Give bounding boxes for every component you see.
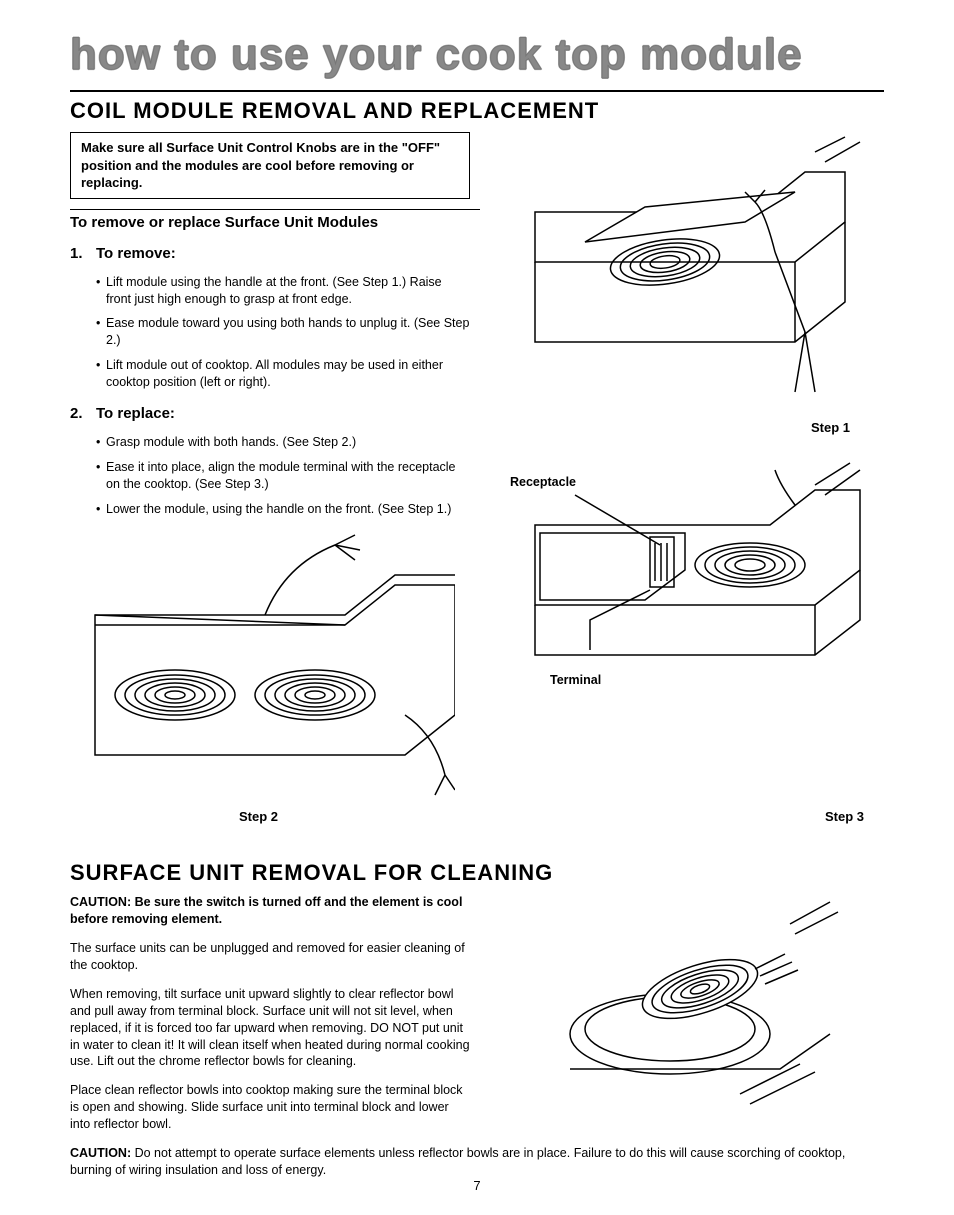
item1-head: To remove: bbox=[96, 245, 176, 262]
section1-heading: COIL MODULE REMOVAL AND REPLACEMENT bbox=[70, 90, 884, 124]
item1-b1: Lift module using the handle at the fron… bbox=[96, 274, 470, 308]
step-labels-row: Step 2 Step 3 bbox=[70, 809, 884, 824]
section2-left: CAUTION: Be sure the switch is turned of… bbox=[70, 894, 470, 1145]
item2: 2. To replace: bbox=[70, 405, 470, 428]
caution2: CAUTION: Do not attempt to operate surfa… bbox=[70, 1145, 884, 1179]
callout-terminal: Terminal bbox=[550, 673, 601, 687]
warning-box: Make sure all Surface Unit Control Knobs… bbox=[70, 132, 470, 199]
item1-bullets: Lift module using the handle at the fron… bbox=[96, 274, 470, 391]
step2-illustration bbox=[85, 525, 455, 805]
page-number: 7 bbox=[0, 1178, 954, 1193]
item2-bullets: Grasp module with both hands. (See Step … bbox=[96, 434, 470, 518]
sec2-para3: Place clean reflector bowls into cooktop… bbox=[70, 1082, 470, 1133]
item2-head: To replace: bbox=[96, 405, 175, 422]
item1-b2: Ease module toward you using both hands … bbox=[96, 315, 470, 349]
item1-num: 1. bbox=[70, 245, 96, 268]
item2-b1: Grasp module with both hands. (See Step … bbox=[96, 434, 470, 451]
section2-columns: CAUTION: Be sure the switch is turned of… bbox=[70, 894, 884, 1145]
item1: 1. To remove: bbox=[70, 245, 470, 268]
section2-right bbox=[510, 894, 870, 1145]
sec2-para2: When removing, tilt surface unit upward … bbox=[70, 986, 470, 1070]
section2-heading: SURFACE UNIT REMOVAL FOR CLEANING bbox=[70, 854, 884, 886]
caution2-text: Do not attempt to operate surface elemen… bbox=[70, 1146, 845, 1177]
section2: SURFACE UNIT REMOVAL FOR CLEANING CAUTIO… bbox=[70, 854, 884, 1178]
page-title: how to use your cook top module bbox=[70, 30, 884, 80]
item2-b2: Ease it into place, align the module ter… bbox=[96, 459, 470, 493]
page-container: how to use your cook top module COIL MOD… bbox=[0, 0, 954, 1211]
item1-b3: Lift module out of cooktop. All modules … bbox=[96, 357, 470, 391]
step3-wrap: Receptacle Terminal bbox=[510, 455, 870, 715]
step2-label: Step 2 bbox=[70, 809, 447, 824]
section1-columns: Make sure all Surface Unit Control Knobs… bbox=[70, 132, 884, 805]
callout-receptacle: Receptacle bbox=[510, 475, 576, 489]
section1-right: Step 1 bbox=[510, 132, 870, 805]
sec2-para1: The surface units can be unplugged and r… bbox=[70, 940, 470, 974]
section1-left: Make sure all Surface Unit Control Knobs… bbox=[70, 132, 470, 805]
item2-b3: Lower the module, using the handle on th… bbox=[96, 501, 470, 518]
cleaning-illustration bbox=[540, 894, 840, 1114]
caution2-label: CAUTION: bbox=[70, 1146, 131, 1160]
section1-subheading: To remove or replace Surface Unit Module… bbox=[70, 209, 480, 231]
caution1: CAUTION: Be sure the switch is turned of… bbox=[70, 894, 470, 928]
step3-label: Step 3 bbox=[487, 809, 884, 824]
step1-label: Step 1 bbox=[510, 420, 870, 435]
item2-num: 2. bbox=[70, 405, 96, 428]
step1-illustration bbox=[515, 132, 865, 412]
